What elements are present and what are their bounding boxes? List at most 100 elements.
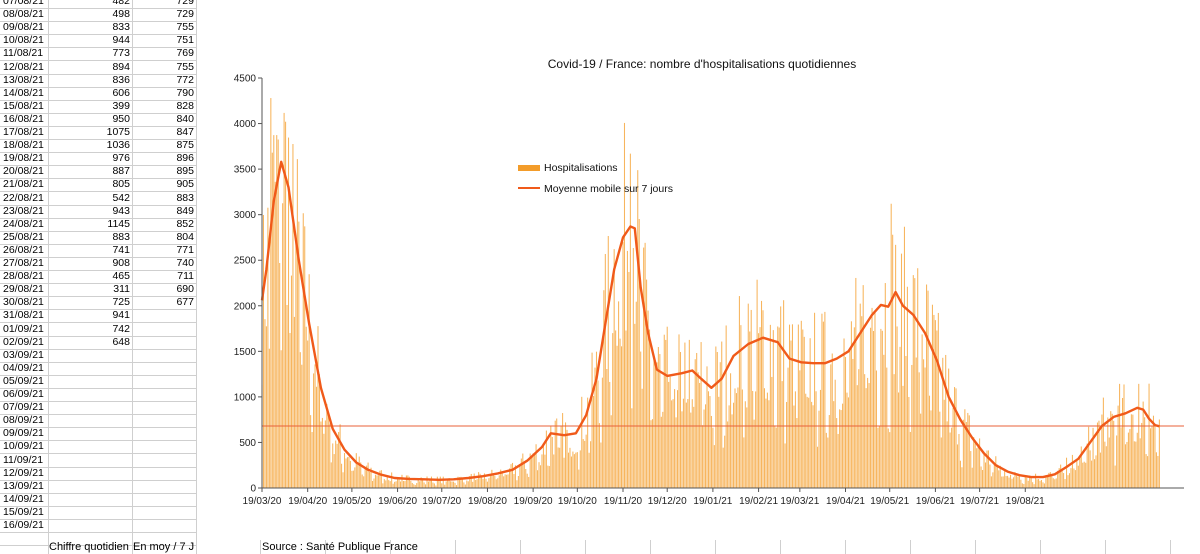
table-row[interactable]: 14/08/21 606 790 — [0, 87, 196, 100]
cell-daily[interactable]: 944 — [112, 34, 130, 47]
cell-daily[interactable]: 887 — [112, 165, 130, 178]
cell-date[interactable]: 13/08/21 — [3, 73, 44, 86]
table-row[interactable]: 18/08/21 1036 875 — [0, 139, 196, 152]
table-row[interactable]: 04/09/21 — [0, 362, 196, 375]
cell-daily[interactable]: 883 — [112, 230, 130, 243]
table-row[interactable]: 11/09/21 — [0, 454, 196, 467]
cell-daily[interactable]: 773 — [112, 47, 130, 60]
cell-daily[interactable]: 894 — [112, 60, 130, 73]
cell-date[interactable]: 02/09/21 — [3, 335, 44, 348]
table-row[interactable]: 24/08/21 1145 852 — [0, 218, 196, 231]
cell-daily[interactable]: 908 — [112, 257, 130, 269]
cell-date[interactable]: 07/08/21 — [3, 0, 44, 7]
cell-daily[interactable]: 311 — [113, 283, 130, 296]
cell-date[interactable]: 25/08/21 — [3, 230, 44, 243]
cell-average[interactable]: 755 — [176, 21, 194, 34]
table-row[interactable]: 17/08/21 1075 847 — [0, 126, 196, 139]
cell-average[interactable]: 905 — [176, 178, 194, 191]
table-row[interactable]: 16/08/21 950 840 — [0, 113, 196, 126]
cell-date[interactable]: 12/08/21 — [3, 60, 44, 73]
cell-date[interactable]: 11/08/21 — [3, 47, 44, 60]
cell-date[interactable]: 10/08/21 — [3, 34, 44, 47]
cell-date[interactable]: 17/08/21 — [3, 126, 44, 138]
cell-daily[interactable]: 1075 — [106, 126, 130, 138]
cell-date[interactable]: 31/08/21 — [3, 309, 44, 322]
cell-date[interactable]: 24/08/21 — [3, 217, 44, 230]
cell-date[interactable]: 11/09/21 — [3, 453, 44, 466]
cell-date[interactable]: 16/08/21 — [3, 112, 44, 125]
col-header-daily[interactable]: Chiffre quotidien — [49, 541, 129, 553]
table-row[interactable]: 21/08/21 805 905 — [0, 178, 196, 191]
table-row[interactable]: 13/08/21 836 772 — [0, 74, 196, 87]
cell-date[interactable]: 15/08/21 — [3, 99, 44, 112]
cell-date[interactable]: 08/08/21 — [3, 8, 44, 21]
cell-date[interactable]: 03/09/21 — [3, 348, 44, 361]
cell-date[interactable]: 28/08/21 — [3, 270, 44, 283]
table-row[interactable]: 10/08/21 944 751 — [0, 34, 196, 47]
table-row[interactable]: 03/09/21 — [0, 349, 196, 362]
table-row[interactable]: 12/08/21 894 755 — [0, 61, 196, 74]
cell-daily[interactable]: 1036 — [106, 139, 130, 152]
col-header-average[interactable]: En moy / 7 J — [133, 541, 195, 553]
cell-average[interactable]: 769 — [176, 47, 194, 60]
cell-daily[interactable]: 498 — [112, 8, 130, 21]
cell-average[interactable]: 804 — [176, 230, 194, 243]
cell-average[interactable]: 771 — [176, 243, 194, 256]
table-row[interactable]: 28/08/21 465 711 — [0, 270, 196, 283]
cell-daily[interactable]: 941 — [112, 309, 130, 322]
cell-date[interactable]: 22/08/21 — [3, 191, 44, 204]
table-row[interactable]: 01/09/21 742 — [0, 323, 196, 336]
table-row[interactable]: 15/09/21 — [0, 506, 196, 519]
cell-average[interactable]: 790 — [176, 86, 194, 99]
cell-date[interactable]: 27/08/21 — [3, 257, 44, 269]
cell-date[interactable]: 08/09/21 — [3, 414, 44, 427]
table-row[interactable]: 08/08/21 498 729 — [0, 8, 196, 21]
cell-date[interactable]: 18/08/21 — [3, 139, 44, 152]
cell-date[interactable]: 20/08/21 — [3, 165, 44, 178]
cell-average[interactable]: 852 — [176, 217, 194, 230]
cell-average[interactable]: 875 — [176, 139, 194, 152]
cell-daily[interactable]: 943 — [112, 204, 130, 217]
cell-daily[interactable]: 399 — [112, 99, 130, 112]
table-row[interactable]: 23/08/21 943 849 — [0, 205, 196, 218]
cell-date[interactable]: 29/08/21 — [3, 283, 44, 296]
table-row[interactable]: 11/08/21 773 769 — [0, 47, 196, 60]
table-row[interactable]: 25/08/21 883 804 — [0, 231, 196, 244]
table-row[interactable]: 29/08/21 311 690 — [0, 283, 196, 296]
table-row[interactable]: 05/09/21 — [0, 375, 196, 388]
table-row[interactable]: 14/09/21 — [0, 493, 196, 506]
table-row[interactable]: 06/09/21 — [0, 388, 196, 401]
cell-date[interactable]: 16/09/21 — [3, 519, 44, 531]
cell-date[interactable]: 14/08/21 — [3, 86, 44, 99]
cell-daily[interactable]: 725 — [112, 296, 130, 309]
cell-daily[interactable]: 465 — [112, 270, 130, 283]
cell-date[interactable]: 15/09/21 — [3, 505, 44, 518]
cell-date[interactable]: 07/09/21 — [3, 401, 44, 414]
cell-daily[interactable]: 648 — [112, 335, 130, 348]
table-row[interactable]: 27/08/21 908 740 — [0, 257, 196, 270]
cell-date[interactable]: 26/08/21 — [3, 243, 44, 256]
cell-average[interactable]: 740 — [176, 257, 194, 269]
cell-date[interactable]: 06/09/21 — [3, 388, 44, 400]
cell-daily[interactable]: 742 — [112, 322, 130, 335]
cell-daily[interactable]: 836 — [112, 73, 130, 86]
table-row[interactable]: 09/09/21 — [0, 427, 196, 440]
cell-average[interactable]: 690 — [176, 283, 194, 296]
cell-average[interactable]: 895 — [176, 165, 194, 178]
cell-date[interactable]: 01/09/21 — [3, 322, 44, 335]
cell-date[interactable]: 09/09/21 — [3, 427, 44, 440]
table-row[interactable]: 13/09/21 — [0, 480, 196, 493]
cell-daily[interactable]: 805 — [112, 178, 130, 191]
table-row[interactable]: 20/08/21 887 895 — [0, 165, 196, 178]
table-row[interactable]: 07/08/21 482 729 — [0, 0, 196, 8]
cell-daily[interactable]: 950 — [112, 112, 130, 125]
table-row[interactable]: 08/09/21 — [0, 414, 196, 427]
cell-average[interactable]: 677 — [176, 296, 194, 309]
cell-daily[interactable]: 741 — [112, 243, 130, 256]
cell-average[interactable]: 755 — [176, 60, 194, 73]
cell-date[interactable]: 12/09/21 — [3, 466, 44, 479]
cell-date[interactable]: 13/09/21 — [3, 479, 44, 492]
table-row[interactable]: 02/09/21 648 — [0, 336, 196, 349]
table-row[interactable]: 31/08/21 941 — [0, 309, 196, 322]
cell-date[interactable]: 09/08/21 — [3, 21, 44, 34]
